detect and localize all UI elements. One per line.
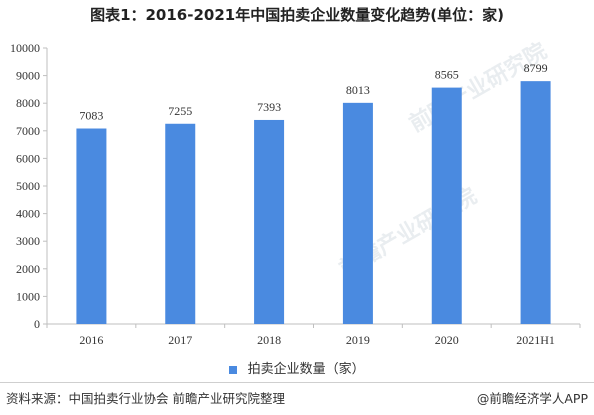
y-tick-label: 7000 xyxy=(16,124,40,138)
data-label: 7255 xyxy=(168,104,192,118)
data-label: 8013 xyxy=(346,83,370,97)
footer-divider xyxy=(0,382,594,383)
x-tick-label: 2018 xyxy=(257,333,281,347)
bar xyxy=(254,119,285,324)
x-tick-label: 2020 xyxy=(435,333,459,347)
bar xyxy=(165,123,196,325)
bar xyxy=(342,102,373,324)
x-tick-label: 2021H1 xyxy=(516,333,555,347)
data-labels: 7083 7255 7393 8013 8565 8799 xyxy=(79,61,547,122)
legend: 拍卖企业数量（家） xyxy=(0,358,594,377)
y-tick-label: 4000 xyxy=(16,207,40,221)
bars xyxy=(76,81,551,325)
y-tick-label: 0 xyxy=(34,317,40,331)
x-tick-label: 2019 xyxy=(346,333,370,347)
y-tick-label: 8000 xyxy=(16,96,40,110)
bar xyxy=(520,81,551,324)
legend-swatch xyxy=(229,365,238,374)
y-tick-label: 1000 xyxy=(16,289,40,303)
y-tick-label: 5000 xyxy=(16,179,40,193)
data-label: 8565 xyxy=(435,68,459,82)
x-tick-label: 2016 xyxy=(79,333,103,347)
y-tick-label: 9000 xyxy=(16,69,40,83)
bar xyxy=(76,128,107,324)
data-label: 7393 xyxy=(257,100,281,114)
source-note: 资料来源：中国拍卖行业协会 前瞻产业研究院整理 xyxy=(6,391,285,406)
y-tick-label: 10000 xyxy=(10,41,40,55)
y-tick-label: 2000 xyxy=(16,262,40,276)
y-tick-label: 3000 xyxy=(16,234,40,248)
x-tick-label: 2017 xyxy=(168,333,192,347)
credit-note: @前瞻经济学人APP xyxy=(476,391,588,406)
bar xyxy=(431,87,462,324)
data-label: 8799 xyxy=(524,61,548,75)
chart-title: 图表1：2016-2021年中国拍卖企业数量变化趋势(单位：家) xyxy=(90,6,504,24)
axes: 0 1000 2000 3000 4000 5000 6000 7000 8000 9000 100… xyxy=(10,41,581,347)
legend-label: 拍卖企业数量（家） xyxy=(247,362,365,377)
data-label: 7083 xyxy=(79,109,103,123)
y-tick-label: 6000 xyxy=(16,151,40,165)
